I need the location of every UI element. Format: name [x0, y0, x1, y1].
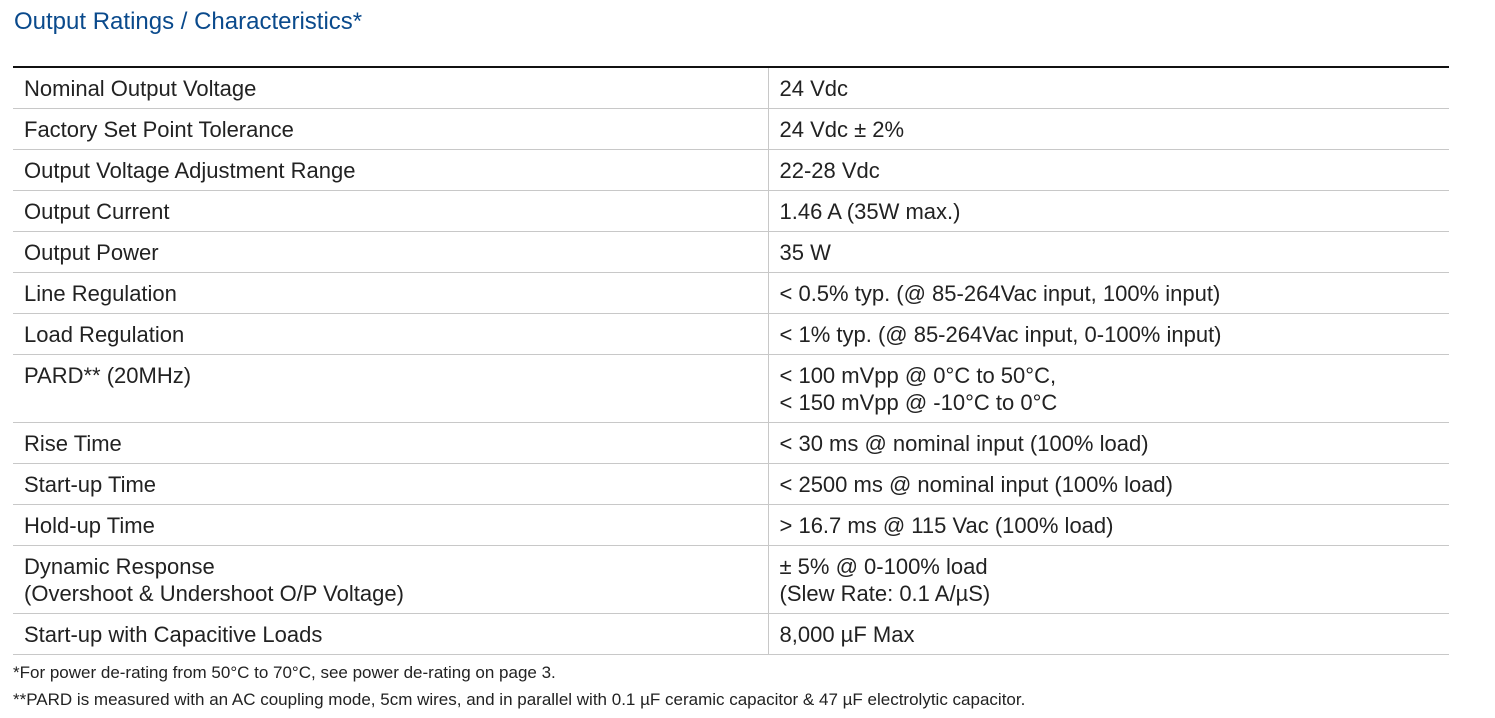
table-row: Output Current 1.46 A (35W max.) — [13, 190, 1449, 232]
value-cell: 24 Vdc ± 2% — [768, 108, 1449, 150]
param-label: Start-up with Capacitive Loads — [24, 622, 323, 647]
footnote: *For power de-rating from 50°C to 70°C, … — [13, 663, 556, 682]
param-cell: Load Regulation — [13, 313, 769, 355]
value-text: < 1% typ. (@ 85-264Vac input, 0-100% inp… — [779, 322, 1222, 347]
table-row: Dynamic Response (Overshoot & Undershoot … — [13, 545, 1449, 614]
param-cell: Dynamic Response (Overshoot & Undershoot … — [13, 545, 769, 614]
value-text: (Slew Rate: 0.1 A/µS) — [779, 581, 991, 606]
value-text: 24 Vdc ± 2% — [779, 117, 905, 142]
param-label: Line Regulation — [24, 281, 177, 306]
table-row: PARD** (20MHz) < 100 mVpp @ 0°C to 50°C, <… — [13, 354, 1449, 423]
value-cell: 8,000 µF Max — [768, 613, 1449, 655]
value-cell: ± 5% @ 0-100% load (Slew Rate: 0.1 A/µS) — [768, 545, 1449, 614]
value-cell: < 2500 ms @ nominal input (100% load) — [768, 463, 1449, 505]
table-row: Factory Set Point Tolerance 24 Vdc ± 2% — [13, 108, 1449, 150]
value-text: 35 W — [779, 240, 831, 265]
value-cell: < 0.5% typ. (@ 85-264Vac input, 100% inp… — [768, 272, 1449, 314]
table-row: Nominal Output Voltage 24 Vdc — [13, 67, 1449, 109]
param-label: Output Current — [24, 199, 170, 224]
table-row: Output Voltage Adjustment Range 22-28 Vdc — [13, 149, 1449, 191]
value-cell: 1.46 A (35W max.) — [768, 190, 1449, 232]
table-row: Hold-up Time > 16.7 ms @ 115 Vac (100% lo… — [13, 504, 1449, 546]
value-text: < 30 ms @ nominal input (100% load) — [779, 431, 1149, 456]
param-label: PARD** (20MHz) — [24, 363, 192, 388]
param-cell: Output Power — [13, 231, 769, 273]
value-text: < 0.5% typ. (@ 85-264Vac input, 100% inp… — [779, 281, 1221, 306]
table-body: Nominal Output Voltage 24 Vdc Factory Set … — [13, 67, 1449, 655]
param-cell: Hold-up Time — [13, 504, 769, 546]
value-cell: < 1% typ. (@ 85-264Vac input, 0-100% inp… — [768, 313, 1449, 355]
table-row: Start-up Time < 2500 ms @ nominal input (… — [13, 463, 1449, 505]
param-cell: PARD** (20MHz) — [13, 354, 769, 423]
param-cell: Nominal Output Voltage — [13, 67, 769, 109]
param-label: Dynamic Response — [24, 554, 215, 579]
value-text: < 150 mVpp @ -10°C to 0°C — [779, 390, 1058, 415]
param-label: Load Regulation — [24, 322, 185, 347]
param-label: Hold-up Time — [24, 513, 155, 538]
param-label: (Overshoot & Undershoot O/P Voltage) — [24, 581, 404, 606]
value-text: 24 Vdc — [779, 76, 849, 101]
param-cell: Start-up Time — [13, 463, 769, 505]
output-ratings-table: Nominal Output Voltage 24 Vdc Factory Set … — [13, 66, 1449, 655]
table-row: Output Power 35 W — [13, 231, 1449, 273]
table-row: Rise Time < 30 ms @ nominal input (100% l… — [13, 422, 1449, 464]
table-row: Load Regulation < 1% typ. (@ 85-264Vac in… — [13, 313, 1449, 355]
value-cell: 22-28 Vdc — [768, 149, 1449, 191]
param-cell: Line Regulation — [13, 272, 769, 314]
value-cell: 35 W — [768, 231, 1449, 273]
param-label: Nominal Output Voltage — [24, 76, 257, 101]
section-title: Output Ratings / Characteristics* — [14, 8, 363, 35]
value-cell: < 100 mVpp @ 0°C to 50°C, < 150 mVpp @ -1… — [768, 354, 1449, 423]
value-text: < 100 mVpp @ 0°C to 50°C, — [779, 363, 1057, 388]
param-cell: Start-up with Capacitive Loads — [13, 613, 769, 655]
value-text: 22-28 Vdc — [779, 158, 880, 183]
param-label: Rise Time — [24, 431, 122, 456]
param-label: Output Power — [24, 240, 159, 265]
param-cell: Rise Time — [13, 422, 769, 464]
footnote: **PARD is measured with an AC coupling m… — [13, 690, 1026, 709]
param-label: Output Voltage Adjustment Range — [24, 158, 356, 183]
param-label: Start-up Time — [24, 472, 157, 497]
value-cell: < 30 ms @ nominal input (100% load) — [768, 422, 1449, 464]
value-text: ± 5% @ 0-100% load — [779, 554, 988, 579]
param-cell: Factory Set Point Tolerance — [13, 108, 769, 150]
table-row: Line Regulation < 0.5% typ. (@ 85-264Vac … — [13, 272, 1449, 314]
footnotes: *For power de-rating from 50°C to 70°C, … — [13, 659, 1025, 713]
param-label: Factory Set Point Tolerance — [24, 117, 294, 142]
value-text: < 2500 ms @ nominal input (100% load) — [779, 472, 1174, 497]
value-cell: 24 Vdc — [768, 67, 1449, 109]
table-row: Start-up with Capacitive Loads 8,000 µF M… — [13, 613, 1449, 655]
value-text: 1.46 A (35W max.) — [779, 199, 961, 224]
param-cell: Output Current — [13, 190, 769, 232]
param-cell: Output Voltage Adjustment Range — [13, 149, 769, 191]
value-cell: > 16.7 ms @ 115 Vac (100% load) — [768, 504, 1449, 546]
value-text: > 16.7 ms @ 115 Vac (100% load) — [779, 513, 1114, 538]
value-text: 8,000 µF Max — [779, 622, 915, 647]
